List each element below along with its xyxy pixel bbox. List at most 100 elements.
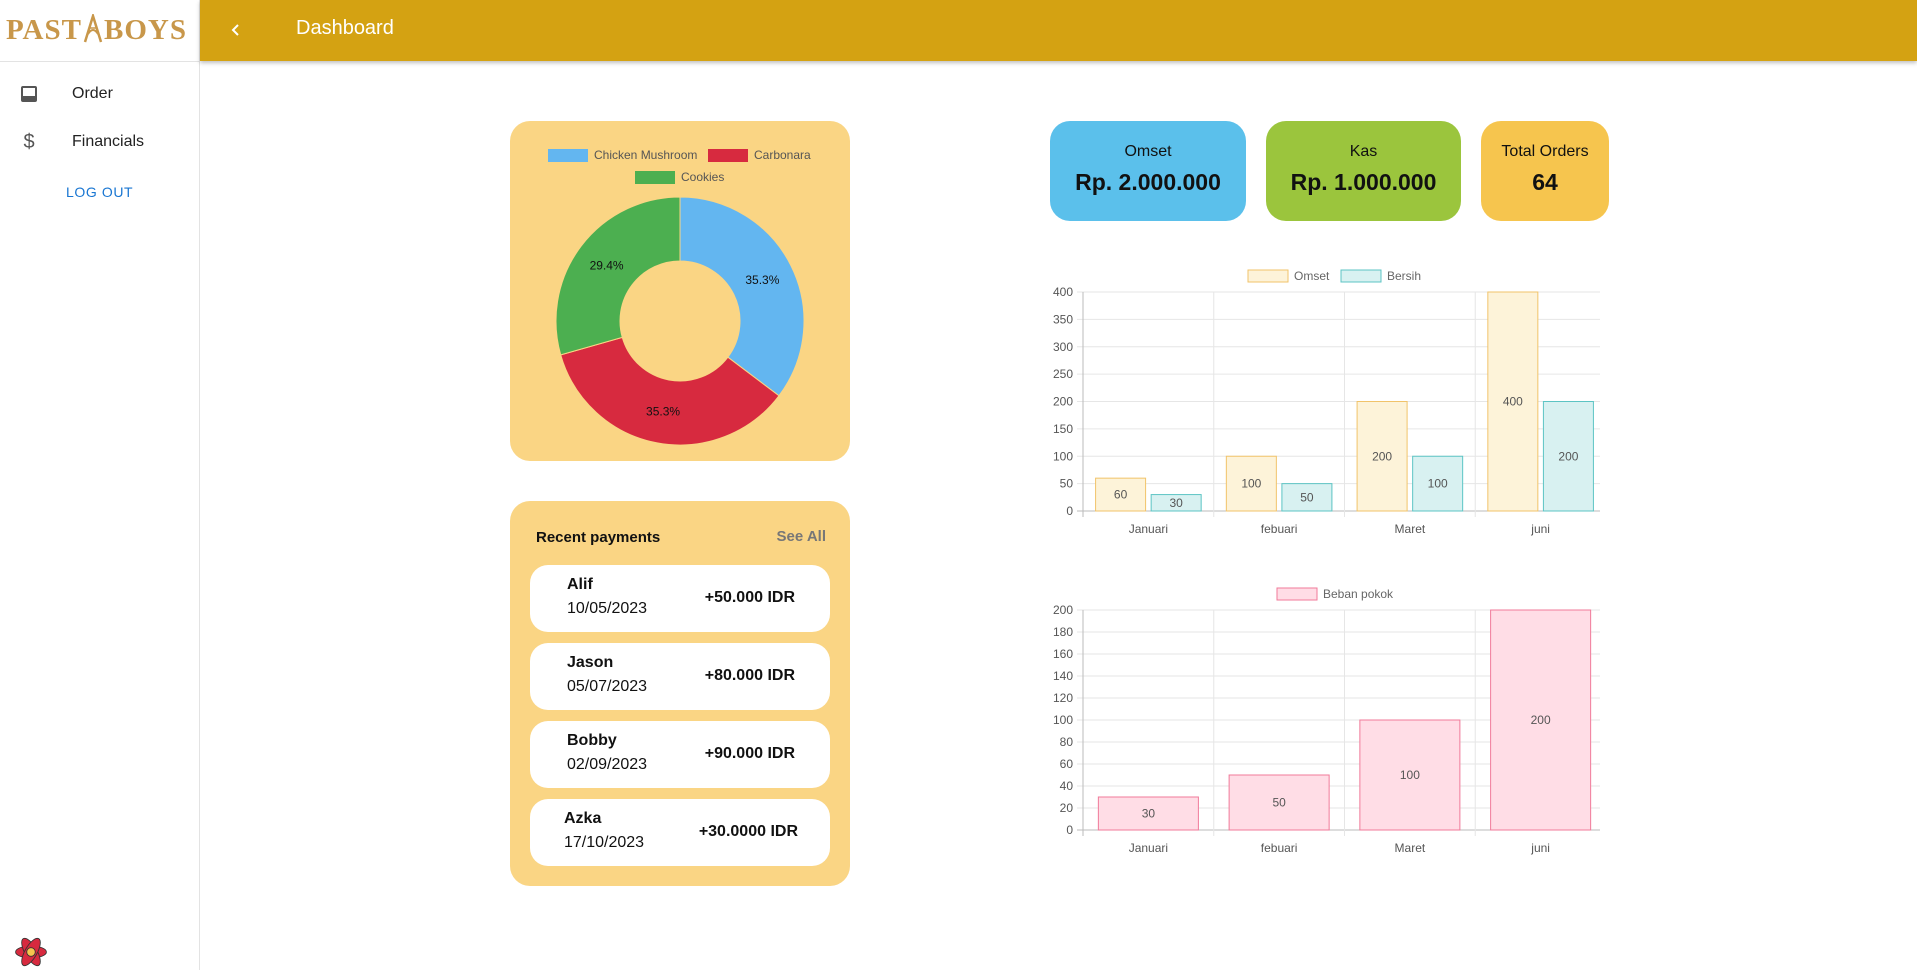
legend-swatch [708, 148, 748, 162]
bar-data-label: 200 [1558, 449, 1578, 463]
slice-data-label: 35.3% [646, 404, 680, 418]
payment-amount: +50.000 IDR [704, 589, 795, 606]
bar[interactable] [1542, 401, 1594, 512]
stat-value: Rp. 2.000.000 [1075, 169, 1221, 195]
y-tick-label: 40 [1060, 779, 1074, 793]
bar[interactable] [1095, 477, 1147, 512]
sidebar-item-label: Financials [72, 133, 145, 150]
doughnut-chart: 35.3% 35.3% 29.4% [555, 196, 805, 446]
doughnut-slice[interactable] [679, 196, 805, 397]
inbox-icon [18, 83, 40, 105]
bar-data-label: 100 [1241, 477, 1261, 491]
legend-item[interactable]: Beban pokok [1276, 587, 1394, 601]
stat-value: Rp. 1.000.000 [1290, 169, 1437, 195]
doughnut-slice[interactable] [555, 196, 681, 356]
legend-item[interactable]: Carbonara [708, 148, 811, 162]
bar-data-label: 200 [1531, 713, 1551, 727]
y-tick-label: 200 [1053, 603, 1073, 617]
legend-item[interactable]: Omset [1247, 269, 1330, 283]
y-tick-label: 350 [1053, 312, 1073, 326]
y-tick-label: 150 [1053, 422, 1073, 436]
total-orders-stat-card: Total Orders 64 [1481, 121, 1609, 221]
y-tick-label: 100 [1053, 713, 1073, 727]
legend-label: Beban pokok [1323, 587, 1394, 601]
payment-row[interactable]: Bobby 02/09/2023 +90.000 IDR [530, 721, 830, 788]
bar-data-label: 30 [1142, 807, 1156, 821]
y-tick-label: 400 [1053, 285, 1073, 299]
sidebar-item-label: Order [72, 85, 113, 102]
chevron-left-icon[interactable] [224, 18, 248, 42]
bar-data-label: 60 [1114, 488, 1128, 502]
legend-item[interactable]: Chicken Mushroom [548, 148, 697, 162]
payment-amount: +90.000 IDR [704, 745, 795, 762]
slice-data-label: 35.3% [745, 273, 779, 287]
payment-amount: +80.000 IDR [704, 667, 795, 684]
bar-data-label: 200 [1372, 449, 1392, 463]
doughnut-slice[interactable] [560, 336, 780, 446]
bar[interactable] [1150, 494, 1202, 512]
y-tick-label: 80 [1060, 735, 1074, 749]
payment-row[interactable]: Alif 10/05/2023 +50.000 IDR [530, 565, 830, 632]
y-tick-label: 120 [1053, 691, 1073, 705]
payment-name: Alif [567, 576, 593, 593]
payment-name: Jason [567, 654, 614, 671]
beban-pokok-bar-chart: Beban pokok 0 20 40 60 80 100 120 140 160 180 200 Ja… [1053, 587, 1600, 855]
payment-name: Azka [564, 810, 602, 827]
legend-swatch [635, 170, 675, 184]
bar-data-label: 50 [1272, 796, 1286, 810]
bar[interactable] [1228, 774, 1330, 831]
bar[interactable] [1412, 455, 1464, 512]
y-tick-label: 60 [1060, 757, 1074, 771]
legend-swatch [1276, 587, 1318, 601]
app-bar: Dashboard [200, 0, 1917, 61]
payment-amount: +30.0000 IDR [698, 823, 798, 840]
payment-date: 02/09/2023 [567, 756, 648, 773]
payment-date: 10/05/2023 [567, 600, 648, 617]
bar[interactable] [1225, 455, 1277, 512]
bar-data-label: 100 [1428, 477, 1448, 491]
legend-label: Bersih [1387, 269, 1421, 283]
legend-item[interactable]: Bersih [1340, 269, 1421, 283]
x-tick-label: Maret [1395, 522, 1426, 536]
payment-date: 17/10/2023 [564, 834, 645, 851]
y-tick-label: 160 [1053, 647, 1073, 661]
y-tick-label: 200 [1053, 395, 1073, 409]
bar[interactable] [1356, 401, 1408, 512]
sidebar-item-financials[interactable]: $ Financials [0, 122, 199, 162]
sidebar: PAST BOYS Order $ Financials LOG OUT [0, 0, 200, 970]
bar[interactable] [1097, 796, 1199, 831]
y-tick-label: 50 [1060, 477, 1074, 491]
see-all-link[interactable]: See All [776, 528, 826, 545]
kas-stat-card: Kas Rp. 1.000.000 [1266, 121, 1461, 221]
stat-label: Omset [1124, 143, 1172, 160]
payment-date: 05/07/2023 [567, 678, 648, 695]
x-tick-label: juni [1530, 841, 1550, 855]
x-tick-label: juni [1530, 522, 1550, 536]
bar[interactable] [1487, 291, 1539, 512]
legend-label: Chicken Mushroom [594, 148, 698, 162]
logout-button[interactable]: LOG OUT [66, 184, 134, 200]
sidebar-item-order[interactable]: Order [0, 74, 199, 114]
bar-data-label: 30 [1169, 496, 1183, 510]
omset-stat-card: Omset Rp. 2.000.000 [1050, 121, 1246, 221]
page-title: Dashboard [296, 17, 394, 39]
legend-label: Carbonara [754, 148, 811, 162]
payment-row[interactable]: Azka 17/10/2023 +30.0000 IDR [530, 799, 830, 866]
sales-doughnut-card: Chicken Mushroom Carbonara Cookies 35.3%… [510, 121, 850, 461]
legend-label: Omset [1294, 269, 1330, 283]
react-logo-icon[interactable] [10, 934, 52, 970]
y-tick-label: 250 [1053, 367, 1073, 381]
legend-item[interactable]: Cookies [635, 170, 724, 184]
bar[interactable] [1490, 609, 1592, 831]
x-tick-label: febuari [1261, 522, 1298, 536]
payment-row[interactable]: Jason 05/07/2023 +80.000 IDR [530, 643, 830, 710]
stat-label: Kas [1349, 143, 1378, 160]
bar[interactable] [1281, 483, 1333, 512]
x-tick-label: Januari [1129, 522, 1168, 536]
legend-label: Cookies [681, 170, 725, 184]
stat-label: Total Orders [1501, 143, 1589, 160]
legend-swatch [548, 148, 588, 162]
payment-name: Bobby [567, 732, 617, 749]
bar[interactable] [1359, 719, 1461, 831]
brand-logo[interactable]: PAST BOYS [0, 0, 199, 62]
